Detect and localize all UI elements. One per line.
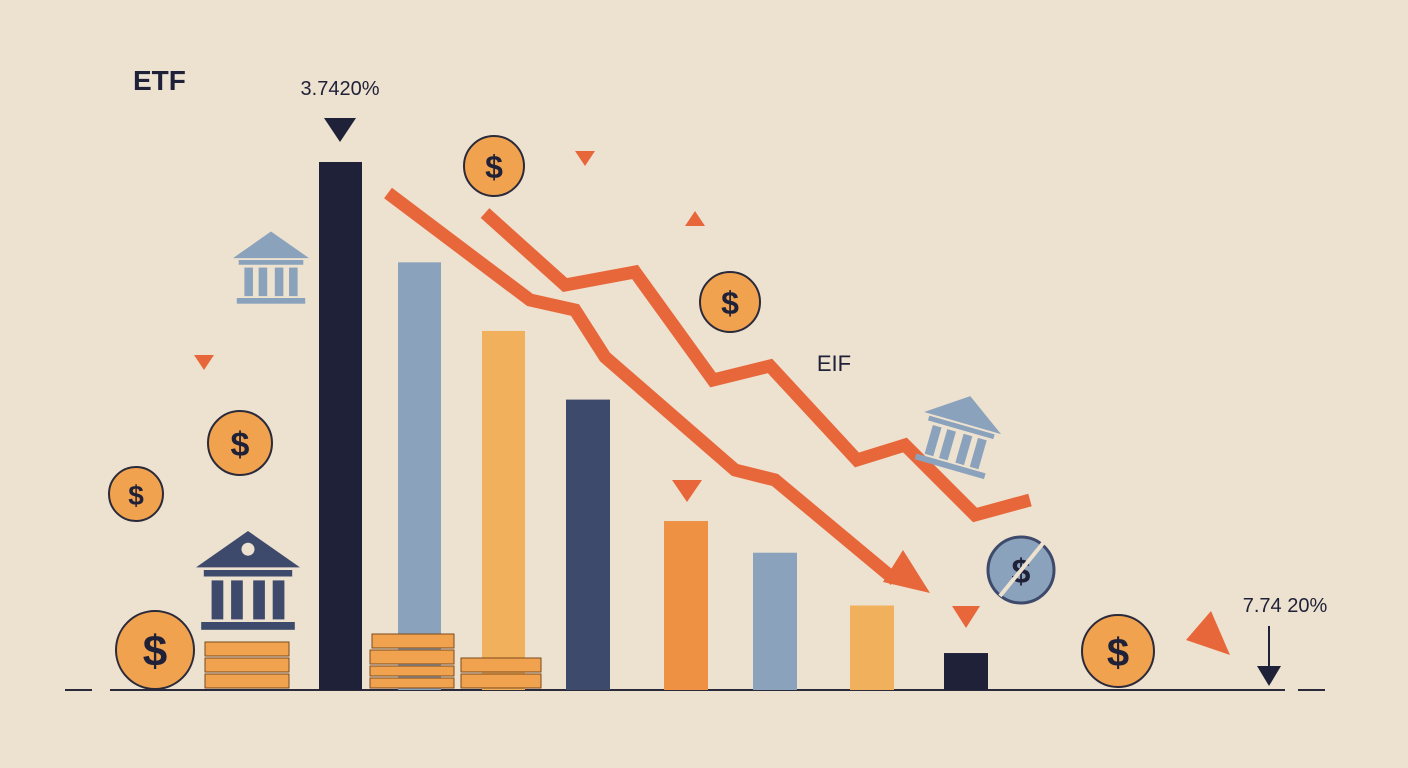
coin-stack-icon (369, 633, 542, 689)
coin-icon: $ (463, 135, 525, 197)
coin-icon: $ (699, 271, 761, 333)
trend-arrowhead-2 (1186, 611, 1230, 655)
coin-icon: $ (115, 610, 195, 690)
coin-symbol: $ (1107, 631, 1129, 675)
down-triangle-icon (324, 118, 356, 142)
coin-symbol: $ (485, 149, 503, 185)
coin-symbol: $ (721, 285, 739, 321)
trend-arrowhead-1 (883, 550, 930, 593)
end-value-label: 7.74 20% (1243, 595, 1328, 617)
down-arrow-icon (1257, 626, 1281, 686)
bar-8 (944, 653, 988, 690)
down-triangle-icon (575, 151, 595, 166)
coin-icon: $ (1081, 614, 1155, 688)
coin-symbol: $ (128, 480, 144, 511)
trend-line-2 (480, 208, 1032, 523)
etf-label: ETF (133, 65, 186, 96)
coin-icon: $ (986, 535, 1056, 605)
coin-icon: $ (108, 466, 164, 522)
down-triangle-icon (672, 480, 702, 502)
bank-icon (233, 231, 309, 304)
coin-icon: $ (207, 410, 273, 476)
coin-symbol: $ (231, 426, 250, 464)
bar-4 (566, 399, 610, 690)
trend-lines (384, 187, 1230, 655)
down-triangle-icon (952, 606, 980, 628)
bar-5 (664, 521, 708, 690)
coin-symbol: $ (143, 627, 167, 676)
eif-label: EIF (817, 351, 851, 376)
bar-series (319, 162, 988, 690)
coin-stack-icon (204, 641, 290, 689)
bar-7 (850, 605, 894, 690)
trend-line-1 (384, 187, 900, 585)
bar-3 (482, 330, 525, 690)
bar-2 (398, 262, 441, 690)
bar-6 (753, 552, 797, 690)
down-triangle-icon (194, 355, 214, 370)
peak-value-label: 3.7420% (301, 78, 380, 100)
bank-icon (196, 531, 300, 630)
up-triangle-icon (685, 211, 705, 226)
bar-1 (319, 162, 362, 690)
